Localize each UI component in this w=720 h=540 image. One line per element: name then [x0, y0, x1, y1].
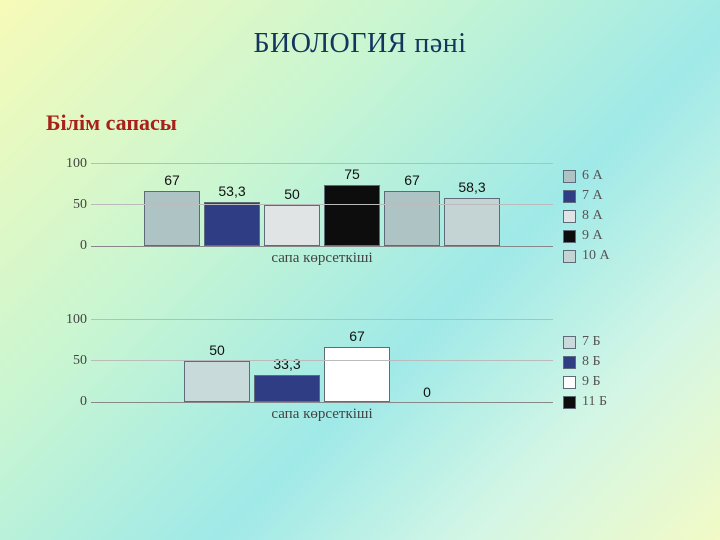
bar-value-label: 0: [394, 384, 460, 400]
bar-value-label: 53,3: [205, 183, 259, 199]
bar: 67: [324, 347, 390, 402]
legend-label: 9 Б: [582, 374, 601, 390]
chart-2-legend: 7 Б 8 Б 9 Б 11 Б: [563, 302, 673, 442]
legend-swatch: [563, 190, 576, 203]
legend-swatch: [563, 210, 576, 223]
bar: 58,3: [444, 198, 500, 246]
subtitle: Білім сапасы: [46, 110, 720, 136]
legend-swatch: [563, 396, 576, 409]
bar-value-label: 75: [325, 166, 379, 182]
bar: 53,3: [204, 202, 260, 246]
chart-1-x-title: сапа көрсеткіші: [91, 250, 553, 267]
chart-2: 050100 5033,3670 сапа көрсеткіші 7 Б8 Б9…: [55, 302, 673, 442]
chart-2-bars: 5033,3670: [91, 320, 553, 402]
legend-item: 10 А: [563, 248, 673, 264]
bar-value-label: 67: [145, 172, 199, 188]
gridline: [91, 204, 553, 205]
legend-swatch: [563, 230, 576, 243]
legend-item: 8 Б: [563, 354, 673, 370]
chart-2-y-axis: 0 50 100: [55, 302, 91, 442]
bar: 50: [264, 205, 320, 246]
chart-1-bars: 6753,350756758,3: [91, 164, 553, 246]
bar-value-label: 67: [325, 328, 389, 344]
bar: 67: [384, 191, 440, 246]
chart-2-plot-area: 5033,3670: [91, 320, 553, 403]
y-tick: 100: [66, 156, 87, 172]
bar-value-label: 50: [265, 186, 319, 202]
bar: 75: [324, 185, 380, 247]
legend-label: 7 А: [582, 188, 603, 204]
bar-value-label: 67: [385, 172, 439, 188]
chart-2-plot: 5033,3670 сапа көрсеткіші: [91, 302, 553, 442]
page-title: БИОЛОГИЯ пәні: [0, 0, 720, 60]
legend-item: 11 Б: [563, 394, 673, 410]
y-tick: 100: [66, 312, 87, 328]
legend-label: 11 Б: [582, 394, 607, 410]
chart-1-legend: 6 А 7 А 8 А 9 А 10 А: [563, 146, 673, 286]
legend-label: 8 А: [582, 208, 603, 224]
legend-item: 9 Б: [563, 374, 673, 390]
legend-label: 8 Б: [582, 354, 601, 370]
legend-item: 9 А: [563, 228, 673, 244]
legend-label: 6 А: [582, 168, 603, 184]
slide: БИОЛОГИЯ пәні Білім сапасы 050100 6753,3…: [0, 0, 720, 540]
y-tick: 0: [80, 238, 87, 254]
bar-value-label: 58,3: [445, 179, 499, 195]
chart-1-y-axis: 0 50 100: [55, 146, 91, 286]
gridline: [91, 163, 553, 164]
legend-item: 8 А: [563, 208, 673, 224]
gridline: [91, 360, 553, 361]
bar-value-label: 50: [185, 342, 249, 358]
legend-label: 9 А: [582, 228, 603, 244]
y-tick: 50: [73, 197, 87, 213]
legend-swatch: [563, 170, 576, 183]
legend-swatch: [563, 336, 576, 349]
legend-label: 7 Б: [582, 334, 601, 350]
legend-swatch: [563, 356, 576, 369]
chart-1-plot-area: 6753,350756758,3: [91, 164, 553, 247]
y-tick: 50: [73, 353, 87, 369]
chart-2-x-title: сапа көрсеткіші: [91, 406, 553, 423]
gridline: [91, 319, 553, 320]
legend-item: 7 Б: [563, 334, 673, 350]
legend-item: 7 А: [563, 188, 673, 204]
y-tick: 0: [80, 394, 87, 410]
legend-swatch: [563, 376, 576, 389]
chart-1-plot: 6753,350756758,3 сапа көрсеткіші: [91, 146, 553, 286]
legend-swatch: [563, 250, 576, 263]
bar: 67: [144, 191, 200, 246]
bar-value-label: 33,3: [255, 356, 319, 372]
bar: 50: [184, 361, 250, 402]
legend-item: 6 А: [563, 168, 673, 184]
legend-label: 10 А: [582, 248, 610, 264]
chart-1: 050100 6753,350756758,3 сапа көрсеткіші …: [55, 146, 673, 286]
bar: 33,3: [254, 375, 320, 402]
